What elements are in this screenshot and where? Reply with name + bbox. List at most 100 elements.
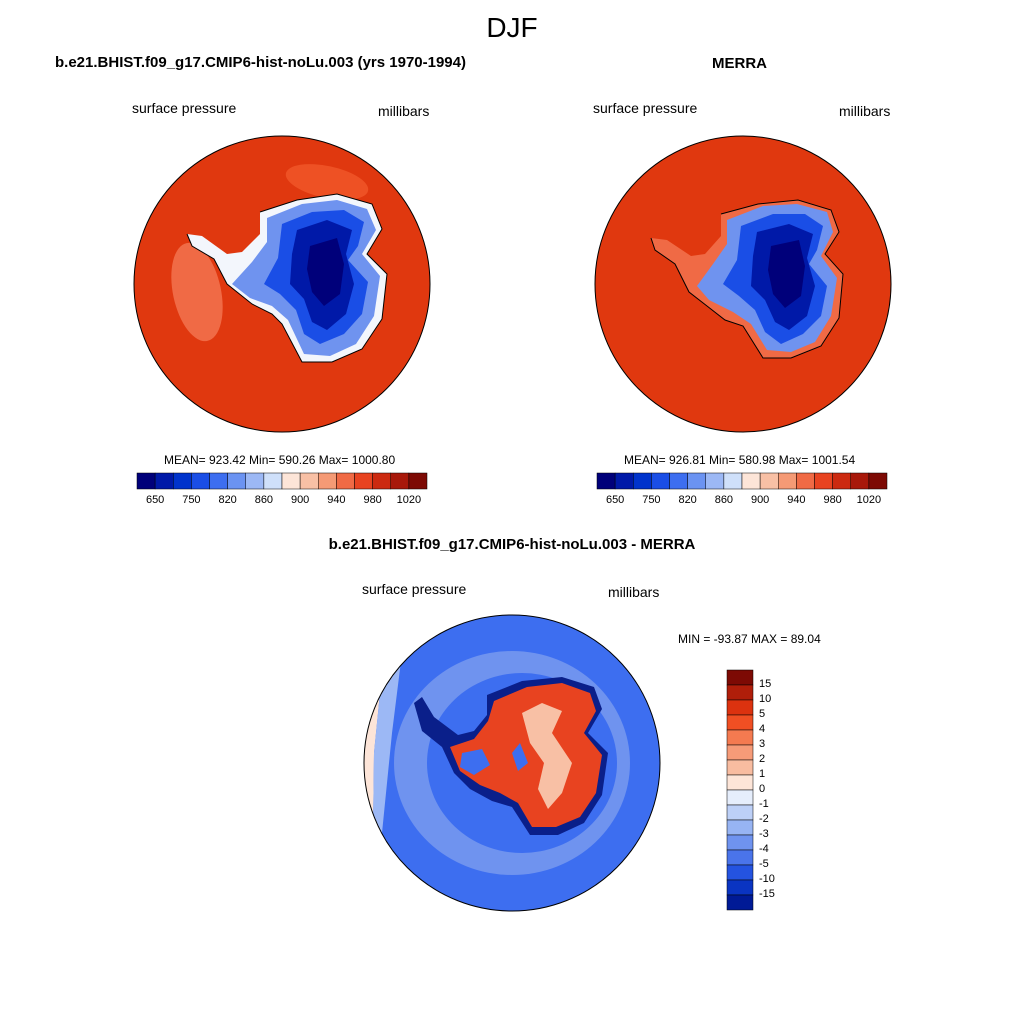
colorbar-tick-label: 650: [605, 494, 625, 506]
colorbar-tick-label: 940: [787, 494, 806, 506]
colorbar-tick-label: 2: [759, 753, 766, 765]
colorbar-tick-label: 980: [363, 494, 382, 506]
high-pressure-cell: [285, 164, 369, 200]
panel-2-variable-label: surface pressure: [593, 100, 698, 116]
panel-3-units-label: millibars: [608, 584, 660, 600]
colorbar-swatch: [687, 472, 706, 490]
colorbar-tick-label: 750: [182, 494, 201, 506]
colorbar-tick-label: -3: [759, 828, 769, 840]
antarctica-ice-core: [768, 240, 805, 308]
colorbar-swatch: [136, 472, 156, 490]
colorbar-swatch: [263, 472, 283, 490]
colorbar-swatch: [633, 472, 652, 490]
panel-3-stats: MIN = -93.87 MAX = 89.04: [678, 632, 821, 646]
colorbar-swatch: [726, 714, 754, 731]
coastline: [186, 193, 388, 363]
colorbar-tick-label: 860: [254, 494, 274, 506]
colorbar-tick-label: -1: [759, 798, 769, 810]
colorbar-swatch: [726, 834, 754, 851]
colorbar-swatch: [726, 789, 754, 806]
colorbar-swatch: [723, 472, 743, 490]
colorbar-swatch: [726, 774, 754, 791]
colorbar-tick-label: 750: [642, 494, 661, 506]
panel-2-stats: MEAN= 926.81 Min= 580.98 Max= 1001.54: [624, 453, 856, 467]
colorbar-swatch: [705, 472, 725, 490]
colorbar-swatch: [726, 684, 754, 701]
colorbar-swatch: [726, 759, 754, 776]
panel-3-title: b.e21.BHIST.f09_g17.CMIP6-hist-noLu.003 …: [328, 536, 696, 553]
colorbar-tick-label: 1020: [396, 494, 422, 506]
colorbar-swatch: [726, 669, 754, 686]
colorbar-tick-label: 4: [759, 723, 766, 735]
colorbar-swatch: [850, 472, 870, 490]
colorbar-tick-label: 900: [750, 494, 770, 506]
colorbar-tick-label: -5: [759, 858, 769, 870]
colorbar-swatch: [726, 699, 754, 716]
colorbar-swatch: [596, 472, 616, 490]
high-pressure-cell: [171, 242, 223, 342]
panel-1-units-label: millibars: [378, 103, 430, 119]
panel-3-colorbar: [726, 669, 754, 911]
colorbar-swatch: [726, 879, 754, 896]
colorbar-swatch: [726, 894, 754, 911]
colorbar-tick-label: 900: [290, 494, 310, 506]
colorbar-swatch: [408, 472, 428, 490]
colorbar-swatch: [726, 819, 754, 836]
colorbar-tick-label: 860: [714, 494, 734, 506]
colorbar-swatch: [154, 472, 174, 490]
colorbar-tick-label: 820: [218, 494, 237, 506]
colorbar-swatch: [651, 472, 670, 490]
antarctica-ice-core: [307, 238, 344, 306]
colorbar-swatch: [209, 472, 228, 490]
panel-1-variable-label: surface pressure: [132, 100, 237, 116]
colorbar-swatch: [372, 472, 391, 490]
antarctica-diff-light: [522, 703, 572, 809]
colorbar-tick-label: 15: [759, 678, 772, 690]
colorbar-swatch: [868, 472, 888, 490]
panel-3-variable-label: surface pressure: [362, 581, 467, 597]
colorbar-swatch: [726, 729, 754, 746]
colorbar-swatch: [354, 472, 373, 490]
colorbar-swatch: [726, 864, 754, 881]
colorbar-tick-label: 940: [327, 494, 346, 506]
colorbar-tick-label: 1: [759, 768, 766, 780]
panel-2-map: [594, 135, 892, 433]
colorbar-swatch: [191, 472, 210, 490]
colorbar-tick-label: 1020: [856, 494, 882, 506]
colorbar-swatch: [245, 472, 265, 490]
colorbar-tick-label: 3: [759, 738, 766, 750]
colorbar-tick-label: 0: [759, 783, 766, 795]
coastline: [650, 199, 844, 359]
colorbar-swatch: [299, 472, 319, 490]
colorbar-tick-label: 650: [145, 494, 165, 506]
panel-1-stats: MEAN= 923.42 Min= 590.26 Max= 1000.80: [164, 453, 396, 467]
antarctica-diff-land: [450, 683, 602, 827]
antarctica-diff-negative: [460, 749, 490, 775]
colorbar-swatch: [726, 804, 754, 821]
colorbar-swatch: [759, 472, 779, 490]
colorbar-swatch: [390, 472, 410, 490]
colorbar-swatch: [741, 472, 761, 490]
panel-2-units-label: millibars: [839, 103, 891, 119]
colorbar-tick-label: 5: [759, 708, 766, 720]
panel-1-map: [133, 135, 431, 433]
colorbar-tick-label: -15: [759, 888, 775, 900]
colorbar-tick-label: -4: [759, 843, 769, 855]
panel-2-colorbar: [596, 472, 888, 490]
panel-1-colorbar: [136, 472, 428, 490]
colorbar-swatch: [173, 472, 192, 490]
colorbar-swatch: [669, 472, 688, 490]
colorbar-swatch: [336, 472, 355, 490]
colorbar-swatch: [796, 472, 815, 490]
colorbar-tick-label: -10: [759, 873, 775, 885]
colorbar-swatch: [814, 472, 833, 490]
antarctica-diff-negative: [512, 743, 528, 771]
colorbar-tick-label: 980: [823, 494, 842, 506]
colorbar-tick-label: 10: [759, 693, 772, 705]
colorbar-swatch: [832, 472, 851, 490]
colorbar-swatch: [318, 472, 337, 490]
colorbar-swatch: [778, 472, 797, 490]
panel-2-title: MERRA: [712, 55, 767, 72]
panel-3-map: [363, 614, 661, 912]
colorbar-tick-label: 820: [678, 494, 697, 506]
